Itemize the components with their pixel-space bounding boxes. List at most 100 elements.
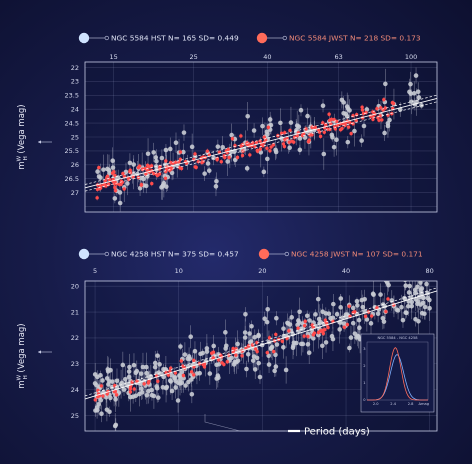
hst-point (163, 385, 169, 391)
x-tick-label: 20 (258, 267, 266, 275)
hst-point (375, 311, 381, 317)
hst-point (334, 137, 339, 143)
hst-point (356, 317, 362, 323)
hst-point (194, 371, 200, 376)
hst-point (161, 374, 166, 380)
hst-point (354, 298, 360, 304)
hst-point (278, 120, 283, 126)
jwst-point (246, 344, 251, 348)
hst-point (149, 387, 154, 393)
hst-point (214, 178, 219, 184)
fit-line-hst (85, 94, 437, 185)
hst-point (316, 316, 322, 322)
jwst-point (112, 383, 117, 388)
legend-connector-end (284, 251, 289, 257)
hst-point (223, 330, 228, 335)
inset-x-tick: 2.4 (390, 402, 396, 406)
y-axis-label: mWH (Vega mag) (17, 104, 30, 169)
hst-point (368, 321, 374, 326)
hst-point (206, 168, 212, 173)
hst-point (337, 327, 342, 332)
jwst-point (181, 364, 185, 368)
hst-point (173, 140, 179, 145)
jwst-point (369, 314, 374, 318)
jwst-point (262, 135, 266, 139)
jwst-point (210, 351, 214, 355)
jwst-point (114, 393, 119, 397)
hst-point (331, 301, 336, 307)
jwst-point (216, 358, 221, 362)
jwst-point (383, 106, 388, 110)
jwst-point (223, 155, 227, 159)
jwst-point (338, 128, 343, 132)
legend-entry: NGC 5584 HST N= 165 SD= 0.449 (78, 32, 239, 44)
y-tick-label: 23 (71, 78, 79, 86)
hst-point (258, 150, 264, 155)
hst-point (168, 379, 174, 384)
hst-point (264, 319, 270, 325)
hst-point (320, 343, 325, 349)
jwst-point (316, 330, 321, 335)
jwst-point (390, 101, 395, 105)
hst-point (251, 128, 257, 133)
hst-point (119, 380, 125, 386)
hst-point (254, 355, 260, 361)
hst-point (266, 362, 272, 367)
hst-point (145, 151, 151, 157)
jwst-point (268, 149, 272, 153)
jwst-point (173, 371, 178, 375)
hst-point (273, 364, 279, 369)
hst-point (211, 155, 216, 161)
jwst-point (192, 358, 196, 363)
hst-point (395, 308, 401, 313)
hst-point (381, 319, 387, 324)
jwst-point (302, 334, 306, 338)
hst-point (304, 313, 310, 319)
inset-y-tick: 1 (363, 381, 365, 385)
jwst-point (379, 106, 383, 110)
inset-x-tick: 2.0 (373, 402, 379, 406)
hst-point (320, 103, 326, 108)
hst-point (415, 284, 420, 290)
jwst-point (363, 314, 368, 319)
y-axis-label: mWH (Vega mag) (17, 323, 30, 388)
hst-point (110, 165, 116, 170)
hst-point (125, 181, 130, 186)
jwst-point (274, 332, 278, 337)
hst-point (352, 128, 357, 134)
legend-label: NGC 5584 HST N= 165 SD= 0.449 (111, 34, 239, 43)
fit-line-jwst (85, 290, 437, 400)
jwst-point (296, 326, 300, 330)
jwst-point (101, 394, 105, 398)
jwst-point (345, 322, 350, 327)
hst-point (283, 367, 289, 373)
jwst-point (200, 160, 204, 165)
jwst-point (265, 146, 269, 150)
hst-point (289, 315, 295, 320)
hst-point (419, 103, 424, 108)
hst-point (112, 196, 118, 201)
hst-point (382, 130, 387, 136)
hst-point (298, 107, 304, 113)
hst-point (265, 156, 270, 162)
hst-point (175, 398, 181, 403)
jwst-point (360, 108, 365, 112)
hst-point (214, 376, 220, 381)
x-tick-label: 10 (175, 267, 183, 275)
hst-point (408, 81, 413, 87)
jwst-point (288, 128, 292, 133)
jwst-point (142, 382, 146, 386)
hst-point (235, 358, 241, 364)
hst-point (296, 124, 302, 130)
hst-point (339, 97, 345, 103)
hst-point (313, 312, 318, 317)
hst-point (256, 360, 261, 366)
hst-point (92, 381, 98, 386)
hst-point (359, 297, 365, 303)
hst-point (422, 304, 428, 310)
jwst-point (205, 149, 210, 153)
hst-point (179, 369, 185, 375)
jwst-point (313, 125, 318, 130)
hst-point (383, 81, 388, 87)
hst-point (385, 123, 391, 129)
